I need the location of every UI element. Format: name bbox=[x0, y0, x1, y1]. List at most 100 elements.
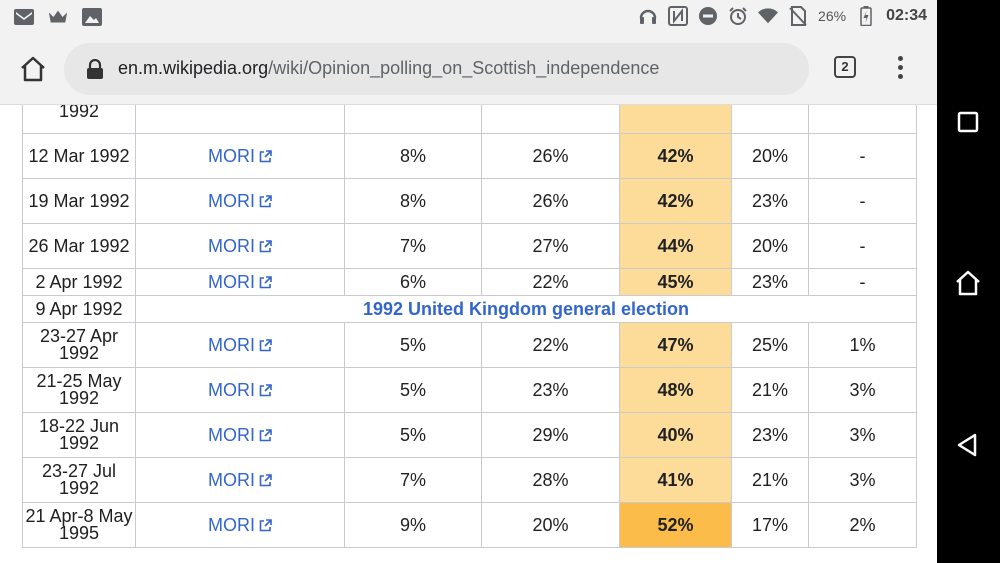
table-row: 2 Apr 1992 MORI 6% 22% 45% 23% - bbox=[22, 268, 917, 296]
pollster-cell[interactable]: MORI bbox=[135, 457, 345, 503]
table-row: 26 Mar 1992 MORI 7% 27% 44% 20% - bbox=[22, 223, 917, 269]
value-cell: 26% bbox=[481, 178, 620, 224]
date-cell: 2 Apr 1992 bbox=[22, 268, 136, 296]
url-text[interactable]: en.m.wikipedia.org/wiki/Opinion_polling_… bbox=[118, 58, 659, 79]
external-link-icon bbox=[259, 150, 272, 163]
election-link[interactable]: 1992 United Kingdom general election bbox=[362, 299, 690, 319]
table-row: 23-27 Apr 1992 MORI 5% 22% 47% 25% 1% bbox=[22, 322, 917, 368]
tab-switcher-button[interactable]: 2 bbox=[834, 56, 856, 78]
do-not-disturb-icon bbox=[699, 7, 718, 25]
date-cell: 21 Apr-8 May 1995 bbox=[22, 502, 136, 548]
value-cell: 3% bbox=[808, 412, 917, 458]
value-cell: 21% bbox=[731, 367, 809, 413]
value-cell: 8% bbox=[344, 178, 482, 224]
value-cell bbox=[808, 105, 917, 134]
highlight-value-cell: 48% bbox=[619, 367, 732, 413]
lock-icon bbox=[87, 59, 103, 79]
value-cell: 26% bbox=[481, 133, 620, 179]
value-cell: 2% bbox=[808, 502, 917, 548]
date-cell: 12 Mar 1992 bbox=[22, 133, 136, 179]
recents-icon[interactable] bbox=[953, 107, 983, 137]
table-row: 19 Mar 1992 MORI 8% 26% 42% 23% - bbox=[22, 178, 917, 224]
status-bar: 26% 02:34 bbox=[0, 0, 937, 34]
pollster-cell[interactable]: MORI bbox=[135, 367, 345, 413]
highlight-value-cell: 44% bbox=[619, 223, 732, 269]
android-nav-bar bbox=[937, 0, 1000, 563]
external-link-icon bbox=[259, 240, 272, 253]
value-cell: 25% bbox=[731, 322, 809, 368]
pollster-link[interactable]: MORI bbox=[208, 470, 255, 490]
pollster-link[interactable]: MORI bbox=[208, 380, 255, 400]
event-cell[interactable]: 1992 United Kingdom general election bbox=[135, 295, 917, 323]
pollster-cell[interactable]: MORI bbox=[135, 268, 345, 296]
pollster-cell bbox=[135, 105, 345, 134]
external-link-icon bbox=[259, 276, 272, 289]
value-cell: 3% bbox=[808, 457, 917, 503]
nfc-icon bbox=[668, 6, 689, 26]
url-bar[interactable]: en.m.wikipedia.org/wiki/Opinion_polling_… bbox=[64, 43, 809, 95]
home-icon[interactable] bbox=[18, 54, 48, 84]
value-cell bbox=[344, 105, 482, 134]
battery-icon bbox=[860, 6, 872, 26]
value-cell: - bbox=[808, 133, 917, 179]
date-cell: 1992 bbox=[22, 105, 136, 134]
value-cell: 22% bbox=[481, 322, 620, 368]
pollster-cell[interactable]: MORI bbox=[135, 412, 345, 458]
table-row: 21 Apr-8 May 1995 MORI 9% 20% 52% 17% 2% bbox=[22, 502, 917, 548]
value-cell: 17% bbox=[731, 502, 809, 548]
value-cell: - bbox=[808, 223, 917, 269]
value-cell: 23% bbox=[481, 367, 620, 413]
value-cell: 3% bbox=[808, 367, 917, 413]
home-nav-icon[interactable] bbox=[953, 268, 983, 298]
value-cell: 23% bbox=[731, 178, 809, 224]
value-cell: 29% bbox=[481, 412, 620, 458]
back-icon[interactable] bbox=[953, 430, 983, 460]
wifi-icon bbox=[758, 8, 779, 24]
external-link-icon bbox=[259, 474, 272, 487]
pollster-cell[interactable]: MORI bbox=[135, 502, 345, 548]
pollster-link[interactable]: MORI bbox=[208, 146, 255, 166]
value-cell: 22% bbox=[481, 268, 620, 296]
value-cell: 21% bbox=[731, 457, 809, 503]
pollster-cell[interactable]: MORI bbox=[135, 223, 345, 269]
alarm-icon bbox=[729, 7, 747, 25]
value-cell: 7% bbox=[344, 457, 482, 503]
highlight-value-cell: 52% bbox=[619, 502, 732, 548]
crown-icon bbox=[48, 10, 68, 23]
highlight-value-cell: 40% bbox=[619, 412, 732, 458]
date-cell: 26 Mar 1992 bbox=[22, 223, 136, 269]
pollster-link[interactable]: MORI bbox=[208, 236, 255, 256]
highlight-value-cell: 42% bbox=[619, 178, 732, 224]
battery-percent: 26% bbox=[818, 8, 847, 24]
value-cell: 23% bbox=[731, 412, 809, 458]
pollster-link[interactable]: MORI bbox=[208, 425, 255, 445]
value-cell: 20% bbox=[481, 502, 620, 548]
value-cell bbox=[481, 105, 620, 134]
value-cell: 1% bbox=[808, 322, 917, 368]
highlight-value-cell: 47% bbox=[619, 322, 732, 368]
pollster-link[interactable]: MORI bbox=[208, 191, 255, 211]
external-link-icon bbox=[259, 519, 272, 532]
highlight-value-cell: 42% bbox=[619, 133, 732, 179]
value-cell: 9% bbox=[344, 502, 482, 548]
image-icon bbox=[82, 8, 102, 26]
value-cell: 6% bbox=[344, 268, 482, 296]
no-sim-icon bbox=[789, 6, 807, 26]
pollster-link[interactable]: MORI bbox=[208, 335, 255, 355]
menu-icon[interactable] bbox=[890, 56, 910, 84]
pollster-cell[interactable]: MORI bbox=[135, 178, 345, 224]
value-cell: 23% bbox=[731, 268, 809, 296]
table-row: 9 Apr 1992 1992 United Kingdom general el… bbox=[22, 295, 917, 323]
pollster-cell[interactable]: MORI bbox=[135, 322, 345, 368]
date-cell: 23-27 Apr 1992 bbox=[22, 322, 136, 368]
value-cell: - bbox=[808, 178, 917, 224]
table-row: 12 Mar 1992 MORI 8% 26% 42% 20% - bbox=[22, 133, 917, 179]
gmail-icon bbox=[14, 9, 34, 25]
pollster-cell[interactable]: MORI bbox=[135, 133, 345, 179]
highlight-value-cell: 45% bbox=[619, 268, 732, 296]
value-cell: - bbox=[808, 268, 917, 296]
pollster-link[interactable]: MORI bbox=[208, 272, 255, 292]
date-cell: 21-25 May 1992 bbox=[22, 367, 136, 413]
pollster-link[interactable]: MORI bbox=[208, 515, 255, 535]
external-link-icon bbox=[259, 384, 272, 397]
